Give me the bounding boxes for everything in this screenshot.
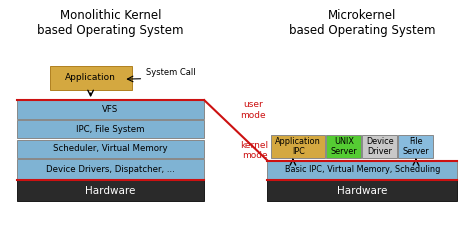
Text: Basic IPC, Virtual Memory, Scheduling: Basic IPC, Virtual Memory, Scheduling — [284, 165, 440, 174]
FancyBboxPatch shape — [17, 140, 204, 158]
Text: user
mode: user mode — [240, 100, 266, 120]
FancyBboxPatch shape — [17, 120, 204, 138]
FancyBboxPatch shape — [267, 180, 457, 201]
Text: Microkernel
based Operating System: Microkernel based Operating System — [289, 9, 436, 37]
Text: UNIX
Server: UNIX Server — [330, 137, 357, 156]
FancyBboxPatch shape — [398, 135, 433, 158]
FancyBboxPatch shape — [50, 66, 132, 90]
FancyBboxPatch shape — [17, 180, 204, 201]
Text: Hardware: Hardware — [85, 186, 136, 196]
Text: Device
Driver: Device Driver — [366, 137, 394, 156]
Text: Device Drivers, Dispatcher, ...: Device Drivers, Dispatcher, ... — [46, 165, 175, 174]
FancyBboxPatch shape — [17, 159, 204, 179]
Text: Monolithic Kernel
based Operating System: Monolithic Kernel based Operating System — [37, 9, 184, 37]
Text: kernel
mode: kernel mode — [240, 141, 269, 160]
FancyBboxPatch shape — [17, 100, 204, 119]
FancyBboxPatch shape — [326, 135, 361, 158]
Text: Application
IPC: Application IPC — [275, 137, 321, 156]
Text: VFS: VFS — [102, 105, 118, 114]
Text: File
Server: File Server — [402, 137, 429, 156]
Text: Application: Application — [65, 73, 116, 82]
FancyBboxPatch shape — [267, 161, 457, 179]
Text: System Call: System Call — [146, 68, 195, 77]
Text: IPC, File System: IPC, File System — [76, 124, 145, 134]
FancyBboxPatch shape — [362, 135, 397, 158]
Text: Scheduler, Virtual Memory: Scheduler, Virtual Memory — [53, 144, 168, 153]
FancyBboxPatch shape — [271, 135, 325, 158]
Text: Hardware: Hardware — [337, 186, 388, 196]
